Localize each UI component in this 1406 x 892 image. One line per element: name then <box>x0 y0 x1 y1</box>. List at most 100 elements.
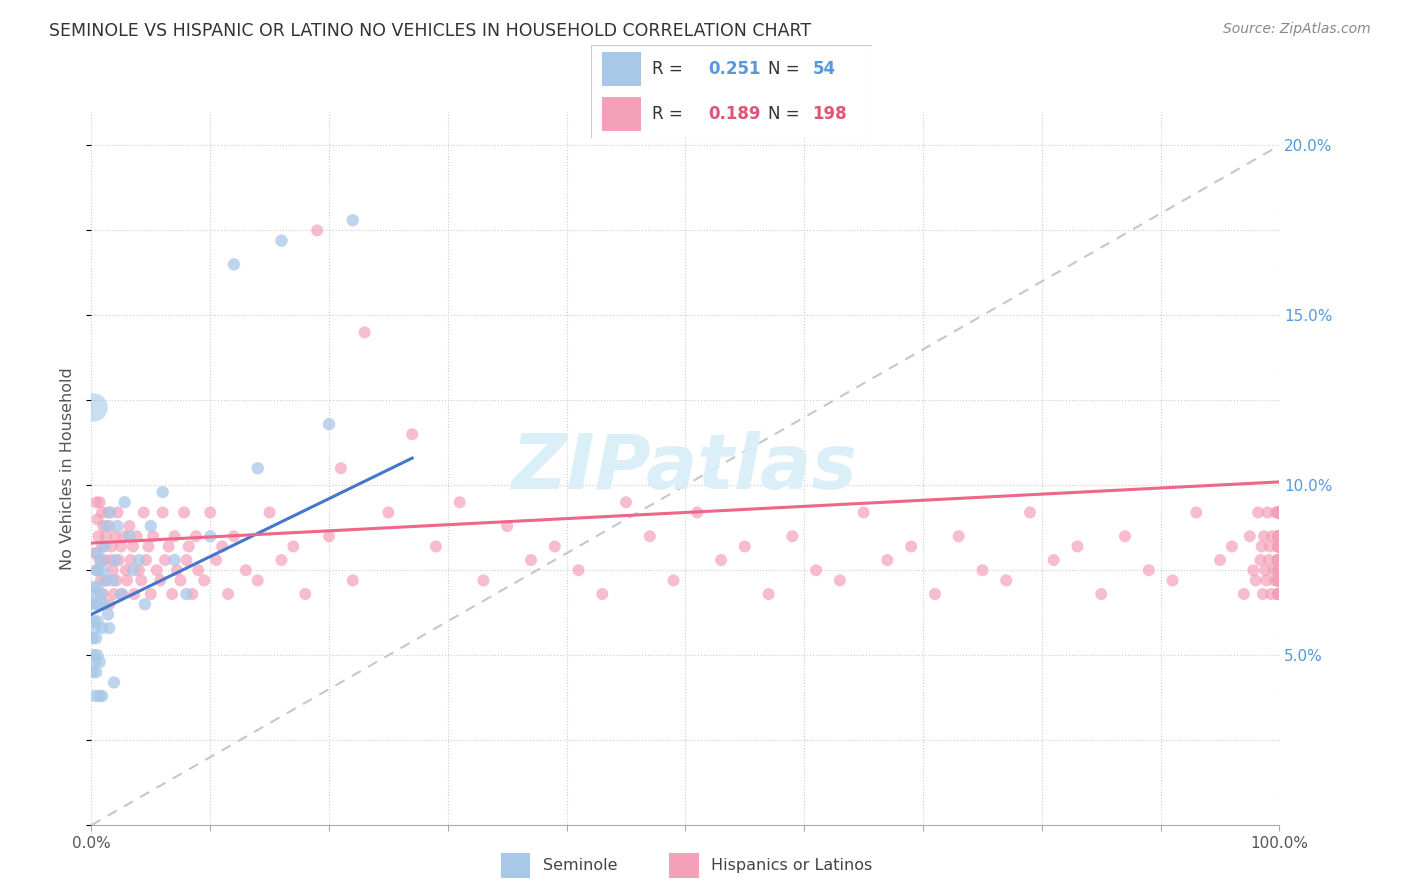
Point <box>132 506 155 520</box>
Point <box>91 506 114 520</box>
Point <box>211 540 233 554</box>
Point <box>1267 587 1289 601</box>
Point <box>1260 587 1282 601</box>
Point <box>89 689 111 703</box>
Point <box>187 563 209 577</box>
Point <box>1254 563 1277 577</box>
Point <box>87 563 110 577</box>
Point <box>86 546 108 560</box>
Point <box>101 574 124 588</box>
Point <box>107 553 129 567</box>
Point <box>353 326 375 340</box>
Point <box>91 621 114 635</box>
Point <box>1251 587 1274 601</box>
Point <box>84 495 107 509</box>
Point <box>1267 553 1289 567</box>
Point <box>235 563 257 577</box>
Point <box>101 563 124 577</box>
Text: N =: N = <box>768 105 804 123</box>
Point <box>160 587 183 601</box>
Point <box>1267 529 1289 543</box>
Point <box>94 574 117 588</box>
Point <box>591 587 613 601</box>
Point <box>449 495 471 509</box>
Point <box>1267 574 1289 588</box>
Point <box>1267 587 1289 601</box>
Point <box>1267 563 1289 577</box>
Point <box>1267 540 1289 554</box>
Point <box>89 655 111 669</box>
Point <box>307 223 329 237</box>
Point <box>222 529 245 543</box>
Point <box>166 563 188 577</box>
Point <box>1267 529 1289 543</box>
Point <box>1267 563 1289 577</box>
Point <box>91 540 114 554</box>
Point <box>758 587 780 601</box>
Point <box>114 495 136 509</box>
Point <box>84 546 107 560</box>
Point <box>1267 563 1289 577</box>
Point <box>1249 553 1271 567</box>
Point <box>1256 574 1278 588</box>
Point <box>1267 540 1289 554</box>
Point <box>139 519 162 533</box>
Point <box>86 648 108 663</box>
Point <box>1267 563 1289 577</box>
Point <box>169 574 191 588</box>
Point <box>1267 587 1289 601</box>
Point <box>246 461 269 475</box>
Point <box>638 529 661 543</box>
Point <box>1090 587 1112 601</box>
Point <box>948 529 970 543</box>
Point <box>1267 563 1289 577</box>
Point <box>1258 540 1281 554</box>
Point <box>103 587 125 601</box>
Point <box>139 587 162 601</box>
Point <box>110 587 132 601</box>
Point <box>1267 506 1289 520</box>
Point <box>157 540 180 554</box>
Point <box>152 506 174 520</box>
Point <box>1241 563 1264 577</box>
Point <box>184 529 207 543</box>
Text: ZIPatlas: ZIPatlas <box>512 432 859 505</box>
Point <box>91 563 114 577</box>
Point <box>1265 553 1288 567</box>
Point <box>128 563 150 577</box>
Point <box>270 234 292 248</box>
Text: Hispanics or Latinos: Hispanics or Latinos <box>711 858 873 872</box>
Point <box>1267 553 1289 567</box>
Point <box>1267 540 1289 554</box>
Point <box>82 665 104 680</box>
Point <box>87 597 110 611</box>
Point <box>110 540 132 554</box>
Point <box>93 553 115 567</box>
Point <box>87 529 110 543</box>
Point <box>104 529 127 543</box>
Point <box>1267 529 1289 543</box>
Point <box>972 563 994 577</box>
Point <box>1267 540 1289 554</box>
Point <box>114 529 136 543</box>
Bar <box>669 853 699 878</box>
Point <box>544 540 567 554</box>
Point <box>90 553 112 567</box>
Point <box>1267 529 1289 543</box>
Point <box>91 519 114 533</box>
Point <box>163 553 186 567</box>
Point <box>152 485 174 500</box>
Point <box>149 574 172 588</box>
Point <box>1267 587 1289 601</box>
Point <box>100 553 122 567</box>
Point <box>1267 587 1289 601</box>
Point <box>1267 506 1289 520</box>
Point <box>91 587 114 601</box>
Point <box>1267 529 1289 543</box>
Point <box>1267 587 1289 601</box>
Point <box>129 574 152 588</box>
Point <box>1267 506 1289 520</box>
Point <box>84 665 107 680</box>
Point <box>200 506 222 520</box>
Point <box>86 512 108 526</box>
